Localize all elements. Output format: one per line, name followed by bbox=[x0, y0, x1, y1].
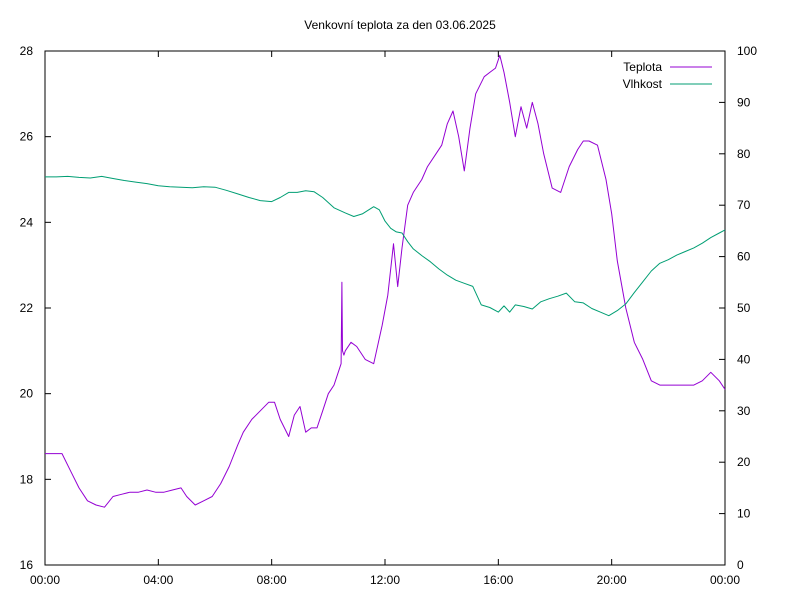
y-tick-label: 24 bbox=[20, 215, 34, 229]
x-tick-label: 00:00 bbox=[710, 573, 740, 587]
legend-label: Vlhkost bbox=[623, 77, 663, 91]
series-line-teplota bbox=[45, 54, 726, 508]
x-tick-label: 04:00 bbox=[143, 573, 173, 587]
y-tick-label: 18 bbox=[20, 472, 34, 486]
y2-tick-label: 60 bbox=[737, 250, 751, 264]
y-tick-label: 22 bbox=[20, 301, 34, 315]
y-tick-label: 26 bbox=[20, 130, 34, 144]
y2-tick-label: 30 bbox=[737, 404, 751, 418]
x-tick-label: 12:00 bbox=[370, 573, 400, 587]
y-tick-label: 16 bbox=[20, 558, 34, 572]
y2-tick-label: 50 bbox=[737, 301, 751, 315]
y2-tick-label: 90 bbox=[737, 95, 751, 109]
legend-label: Teplota bbox=[623, 60, 662, 74]
x-tick-label: 20:00 bbox=[597, 573, 627, 587]
y2-tick-label: 70 bbox=[737, 198, 751, 212]
y2-tick-label: 20 bbox=[737, 455, 751, 469]
x-tick-label: 08:00 bbox=[257, 573, 287, 587]
y2-tick-label: 80 bbox=[737, 147, 751, 161]
chart-title: Venkovní teplota za den 03.06.2025 bbox=[304, 18, 496, 32]
x-tick-label: 00:00 bbox=[30, 573, 60, 587]
y2-tick-label: 40 bbox=[737, 352, 751, 366]
y-tick-label: 28 bbox=[20, 44, 34, 58]
y-tick-label: 20 bbox=[20, 387, 34, 401]
y2-tick-label: 0 bbox=[737, 558, 744, 572]
series-line-vlhkost bbox=[45, 175, 726, 317]
y2-tick-label: 10 bbox=[737, 507, 751, 521]
y2-tick-label: 100 bbox=[737, 44, 757, 58]
x-tick-label: 16:00 bbox=[483, 573, 513, 587]
